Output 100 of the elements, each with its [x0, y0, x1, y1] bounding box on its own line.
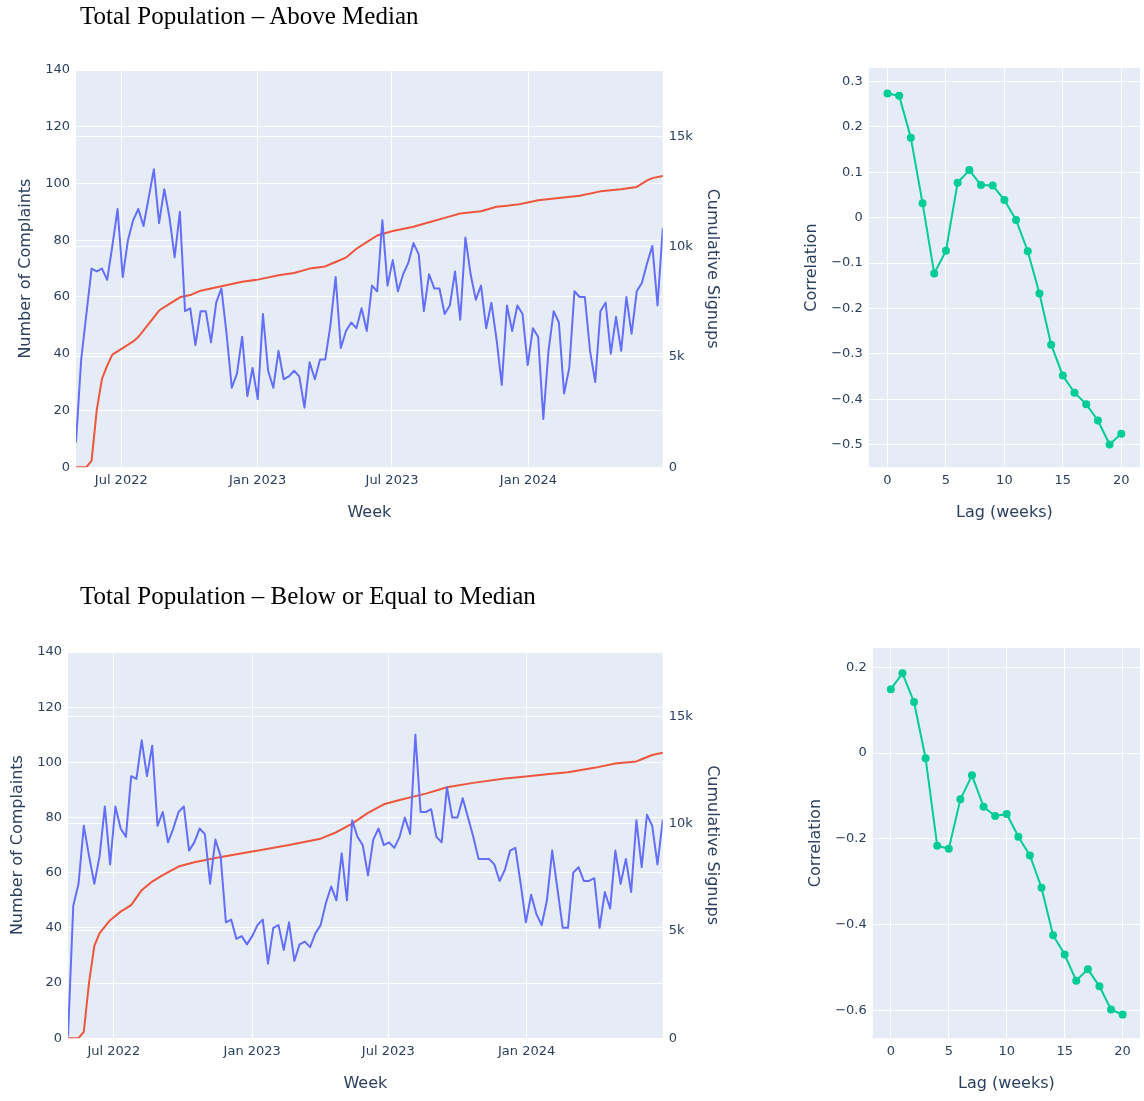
point [979, 802, 988, 811]
point [967, 771, 976, 780]
y-tick-label: 140 [45, 61, 71, 77]
point [1105, 440, 1114, 449]
y-tick-label: 100 [45, 174, 71, 190]
x-axis-title: Lag (weeks) [955, 501, 1053, 521]
y-axis-title: Number of Complaints [6, 755, 26, 936]
point [1072, 976, 1081, 985]
point [965, 166, 974, 175]
y-tick-label: 80 [53, 231, 71, 247]
point [895, 91, 904, 100]
point [1047, 340, 1056, 349]
point [1083, 965, 1092, 974]
y-tick-label: 0.2 [846, 658, 867, 674]
x-tick-label: 0 [886, 1043, 895, 1059]
y-tick-label: 0 [61, 458, 71, 474]
y-tick-label: 60 [45, 864, 63, 880]
point [1037, 883, 1046, 892]
x-tick-label: Jan 2024 [497, 1043, 556, 1059]
point [1002, 809, 1011, 818]
x-axis-title: Week [343, 1072, 389, 1092]
x-tick-label: Jan 2023 [228, 472, 287, 488]
point [944, 844, 953, 853]
point [1012, 215, 1021, 224]
x-axis-title: Week [347, 501, 393, 521]
point [1058, 371, 1067, 380]
point [886, 685, 895, 694]
y-tick-label: −0.6 [835, 1001, 867, 1017]
point [1095, 982, 1104, 991]
x-tick-label: Jul 2022 [93, 472, 148, 488]
point [991, 812, 1000, 821]
point [988, 181, 997, 190]
x-tick-label: 20 [1113, 472, 1130, 488]
y-tick-label: 0 [854, 209, 863, 225]
point [1023, 247, 1032, 256]
point [1107, 1005, 1116, 1014]
y-tick-label: 0.1 [842, 163, 863, 179]
y-tick-label: 0 [53, 1029, 63, 1045]
x-axis-title: Lag (weeks) [957, 1072, 1055, 1092]
x-tick-label: 20 [1114, 1043, 1131, 1059]
y2-tick-label: 0 [668, 1029, 678, 1045]
y-tick-label: −0.1 [831, 254, 863, 270]
x-tick-label: 10 [996, 472, 1013, 488]
y-tick-label: 120 [45, 118, 71, 134]
y2-tick-label: 15k [668, 127, 694, 143]
x-tick-label: 15 [1056, 1043, 1073, 1059]
point [1093, 416, 1102, 425]
y-tick-label: 20 [45, 974, 63, 990]
y2-axis-title: Cumulative Signups [704, 765, 724, 926]
y-tick-label: −0.4 [835, 915, 867, 931]
point [1025, 851, 1034, 860]
point [1060, 950, 1069, 959]
point [1049, 931, 1058, 940]
point [883, 89, 892, 98]
y-tick-label: 140 [37, 643, 63, 659]
point [1014, 832, 1023, 841]
y-tick-label: 40 [53, 345, 71, 361]
point [941, 246, 950, 255]
point [930, 269, 939, 278]
point [898, 669, 907, 678]
point [1000, 196, 1009, 205]
y-tick-label: 100 [37, 753, 63, 769]
y-tick-label: 80 [45, 808, 63, 824]
x-tick-label: 15 [1054, 472, 1072, 488]
y2-tick-label: 5k [668, 922, 685, 938]
point [1082, 400, 1091, 409]
y2-tick-label: 15k [668, 707, 694, 723]
x-tick-label: 10 [998, 1043, 1015, 1059]
x-tick-label: 0 [883, 472, 892, 488]
x-tick-label: 5 [941, 472, 951, 488]
point [921, 754, 930, 763]
y-tick-label: 20 [53, 401, 71, 417]
point [1035, 289, 1044, 298]
y-tick-label: −0.4 [831, 390, 863, 406]
y2-tick-label: 10k [668, 237, 694, 253]
chart-title: Total Population – Below or Equal to Median [80, 582, 536, 610]
y-tick-label: 0.2 [842, 118, 863, 134]
point [933, 841, 942, 850]
point [910, 698, 919, 707]
point [1117, 429, 1126, 438]
y-tick-label: 120 [37, 698, 63, 714]
point [918, 199, 927, 208]
y-axis-title: Correlation [804, 798, 824, 888]
y-tick-label: −0.5 [831, 435, 863, 451]
y-tick-label: 0 [858, 744, 867, 760]
point [1070, 388, 1079, 397]
y2-axis-title: Cumulative Signups [704, 188, 724, 349]
y-axis-title: Number of Complaints [14, 178, 34, 359]
y2-tick-label: 10k [668, 815, 694, 831]
x-tick-label: Jul 2022 [86, 1043, 141, 1059]
y-tick-label: −0.3 [831, 345, 863, 361]
y-axis-title: Correlation [800, 223, 820, 312]
y-tick-label: 40 [45, 919, 63, 935]
chart-title: Total Population – Above Median [80, 2, 419, 30]
y2-tick-label: 0 [668, 458, 678, 474]
y-tick-label: 60 [53, 288, 71, 304]
point [1118, 1010, 1127, 1019]
y2-tick-label: 5k [668, 348, 685, 364]
x-tick-label: Jul 2023 [360, 1043, 415, 1059]
x-tick-label: 5 [944, 1043, 953, 1059]
